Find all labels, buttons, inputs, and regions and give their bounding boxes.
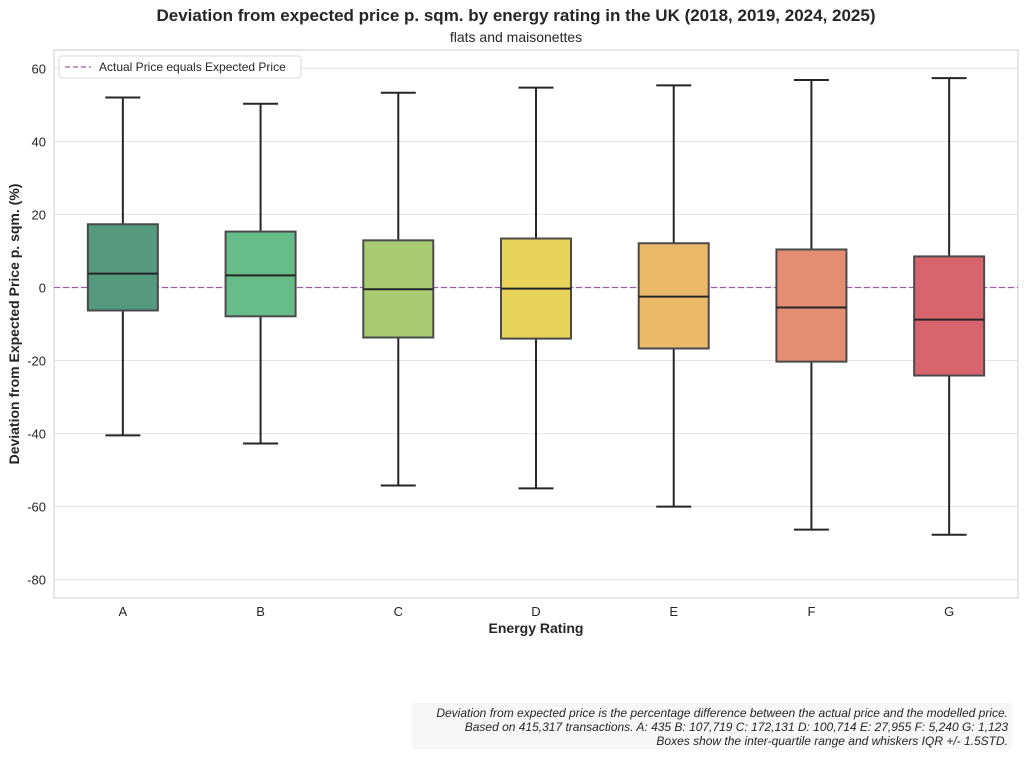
footnote-background bbox=[412, 703, 1012, 749]
box-E bbox=[637, 84, 710, 508]
y-tick-label: -80 bbox=[27, 573, 46, 588]
iqr-box bbox=[775, 248, 848, 363]
x-tick-label: D bbox=[531, 604, 540, 619]
x-tick-label: C bbox=[394, 604, 403, 619]
chart-title: Deviation from expected price p. sqm. by… bbox=[157, 6, 876, 25]
y-tick-label: 20 bbox=[32, 207, 46, 222]
box-G bbox=[913, 77, 986, 536]
x-tick-label: F bbox=[807, 604, 815, 619]
legend: Actual Price equals Expected Price bbox=[58, 55, 302, 79]
iqr-box bbox=[913, 255, 986, 377]
footnote-line-2: Based on 415,317 transactions. A: 435 B:… bbox=[465, 720, 1009, 734]
y-tick-label: -20 bbox=[27, 354, 46, 369]
box-B bbox=[224, 102, 297, 445]
box-D bbox=[500, 86, 572, 490]
box-F bbox=[775, 78, 848, 531]
plot-frame bbox=[53, 49, 1019, 599]
x-tick-label: E bbox=[669, 604, 678, 619]
iqr-box bbox=[86, 223, 159, 312]
box-C bbox=[362, 91, 435, 487]
y-axis-label: Deviation from Expected Price p. sqm. (%… bbox=[6, 184, 22, 465]
box-A bbox=[86, 96, 159, 437]
y-tick-label: 60 bbox=[32, 61, 46, 76]
iqr-box bbox=[224, 230, 297, 318]
y-tick-label: 0 bbox=[39, 280, 46, 295]
x-tick-label: B bbox=[256, 604, 265, 619]
x-tick-label: A bbox=[119, 604, 128, 619]
y-tick-label: -40 bbox=[27, 427, 46, 442]
y-tick-label: -60 bbox=[27, 500, 46, 515]
x-tick-label: G bbox=[944, 604, 954, 619]
y-tick-label: 40 bbox=[32, 134, 46, 149]
x-axis-label: Energy Rating bbox=[489, 620, 584, 636]
legend-entry: Actual Price equals Expected Price bbox=[99, 60, 286, 74]
chart-subtitle: flats and maisonettes bbox=[450, 29, 582, 45]
footnote-line-1: Deviation from expected price is the per… bbox=[436, 706, 1008, 720]
footnote-line-3: Boxes show the inter-quartile range and … bbox=[656, 734, 1008, 748]
